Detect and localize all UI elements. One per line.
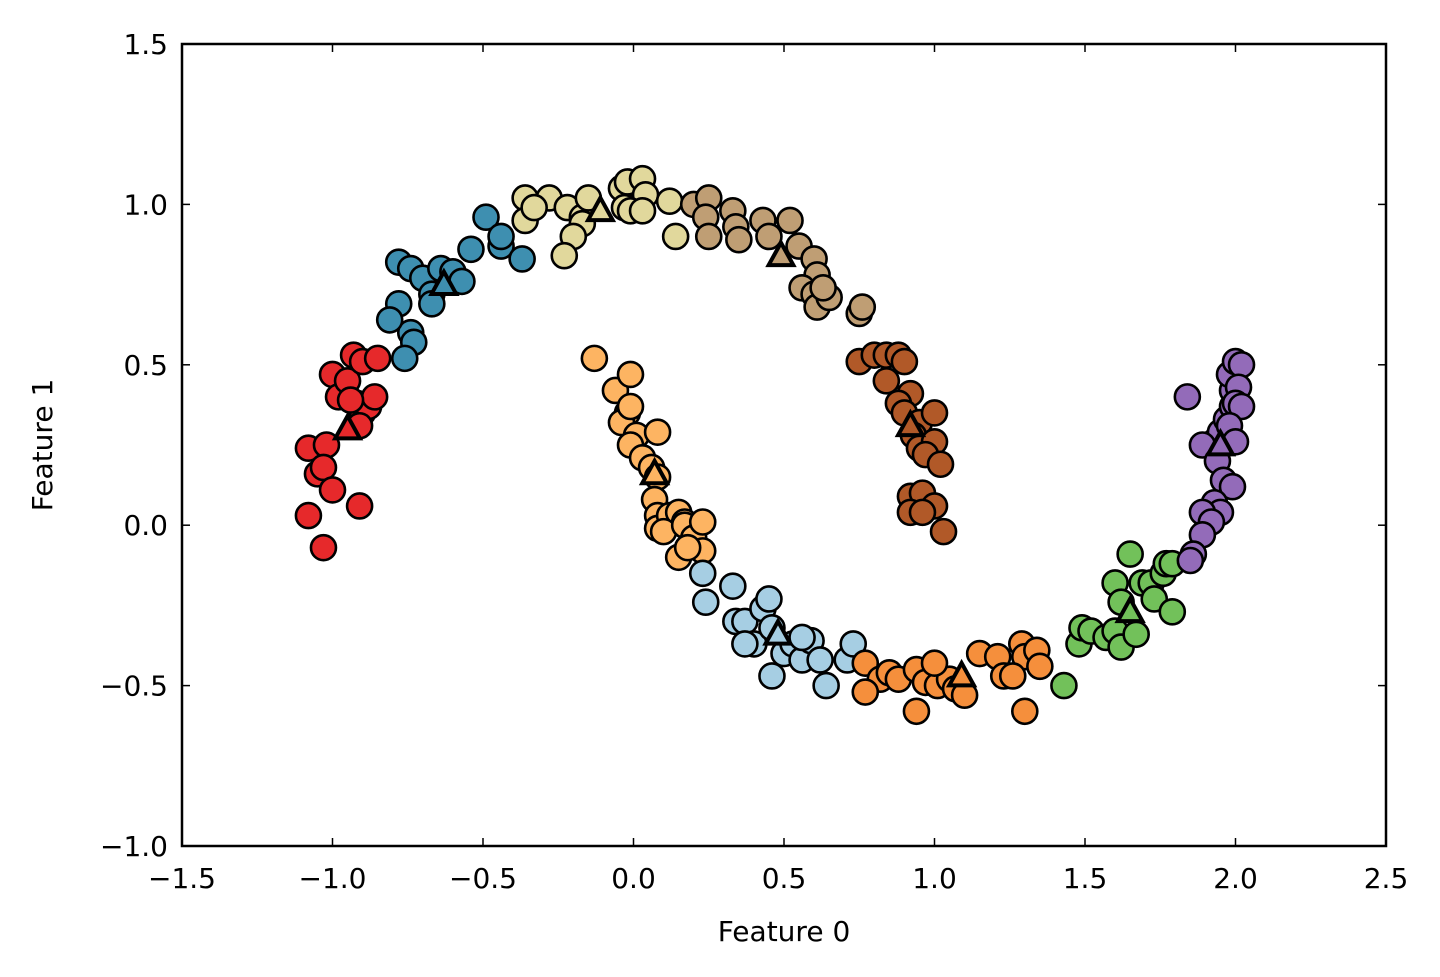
ticks-layer: −1.5 −1.0 −0.5 0.0 0.5 1.0 1.5 2.0 2.5−1.0−0.50.…	[100, 28, 1408, 895]
y-tick-label: −0.5	[100, 670, 168, 703]
x-tick-label: 2.5	[1364, 862, 1409, 895]
y-tick-label: 1.0	[123, 188, 168, 221]
data-point	[758, 662, 786, 690]
data-point	[755, 222, 783, 251]
x-tick-label: −1.0	[299, 862, 367, 895]
data-point	[1173, 383, 1202, 411]
data-point	[1026, 652, 1054, 681]
data-point	[375, 306, 404, 334]
data-point	[926, 450, 955, 479]
data-point	[673, 533, 702, 562]
data-point	[550, 241, 579, 270]
x-tick-label: 0.5	[762, 862, 807, 895]
x-tick-label: 0.0	[611, 862, 656, 895]
data-point	[309, 533, 338, 562]
data-point	[1158, 598, 1187, 626]
cluster-center-marker	[331, 411, 364, 441]
x-tick-label: −1.5	[148, 862, 216, 895]
data-point	[487, 222, 515, 251]
x-tick-label: 2.0	[1213, 862, 1258, 895]
data-point	[929, 517, 958, 546]
cluster-center-marker	[894, 408, 927, 438]
data-point	[345, 492, 374, 520]
cluster-center-marker	[1114, 594, 1146, 624]
data-point	[1011, 697, 1039, 726]
data-point	[731, 630, 759, 658]
data-point	[318, 476, 347, 504]
data-point	[1218, 472, 1247, 501]
data-point	[655, 187, 684, 215]
data-point	[688, 508, 717, 536]
y-tick-label: 1.5	[123, 28, 168, 61]
points-layer	[294, 164, 1256, 726]
data-point	[1050, 671, 1078, 700]
data-point	[848, 293, 877, 321]
data-point	[520, 193, 548, 222]
data-point	[809, 274, 837, 302]
data-point	[755, 585, 783, 613]
data-point	[902, 697, 931, 726]
data-point	[580, 344, 609, 373]
cluster-centers-layer	[331, 193, 1237, 688]
cluster-center-marker	[584, 193, 617, 223]
data-point	[616, 392, 645, 421]
cluster-center-marker	[1204, 427, 1237, 457]
data-point	[788, 623, 816, 652]
cluster-center-marker	[765, 238, 797, 268]
data-point	[908, 498, 937, 527]
data-point	[691, 588, 720, 616]
data-point	[616, 360, 645, 389]
plot-background	[182, 44, 1386, 846]
y-axis-label: Feature 1	[26, 379, 59, 512]
cluster-center-marker	[428, 267, 460, 296]
cluster-center-marker	[762, 617, 794, 646]
data-point	[872, 367, 901, 395]
data-point	[1227, 350, 1256, 379]
cluster-center-marker	[945, 658, 978, 688]
data-point	[643, 418, 672, 446]
data-point	[336, 386, 365, 414]
data-point	[851, 678, 880, 706]
data-point	[508, 245, 536, 273]
data-point	[628, 197, 657, 225]
y-tick-label: −1.0	[100, 830, 168, 863]
data-point	[776, 206, 804, 235]
data-point	[920, 399, 949, 427]
data-point	[812, 671, 840, 700]
data-point	[806, 646, 834, 674]
data-point	[920, 649, 949, 677]
data-point	[661, 222, 690, 251]
data-point	[890, 347, 919, 376]
data-point	[998, 662, 1027, 690]
data-point	[725, 225, 753, 254]
cluster-center-marker	[638, 456, 671, 486]
x-axis-label: Feature 0	[718, 915, 851, 948]
x-tick-label: −0.5	[449, 862, 517, 895]
y-tick-label: 0.0	[123, 509, 168, 542]
data-point	[363, 344, 392, 373]
data-point	[694, 222, 723, 251]
data-point	[294, 501, 323, 530]
data-point	[360, 383, 389, 411]
data-point	[1122, 620, 1150, 649]
data-point	[1116, 540, 1144, 568]
data-point	[1227, 392, 1256, 421]
data-point	[719, 572, 747, 600]
data-point	[1176, 546, 1205, 575]
x-tick-label: 1.0	[912, 862, 957, 895]
data-point	[839, 630, 868, 658]
data-point	[472, 203, 500, 232]
x-tick-label: 1.5	[1063, 862, 1108, 895]
data-point	[688, 559, 717, 588]
data-point	[390, 344, 419, 373]
data-point	[457, 235, 485, 264]
y-tick-label: 0.5	[123, 349, 168, 382]
